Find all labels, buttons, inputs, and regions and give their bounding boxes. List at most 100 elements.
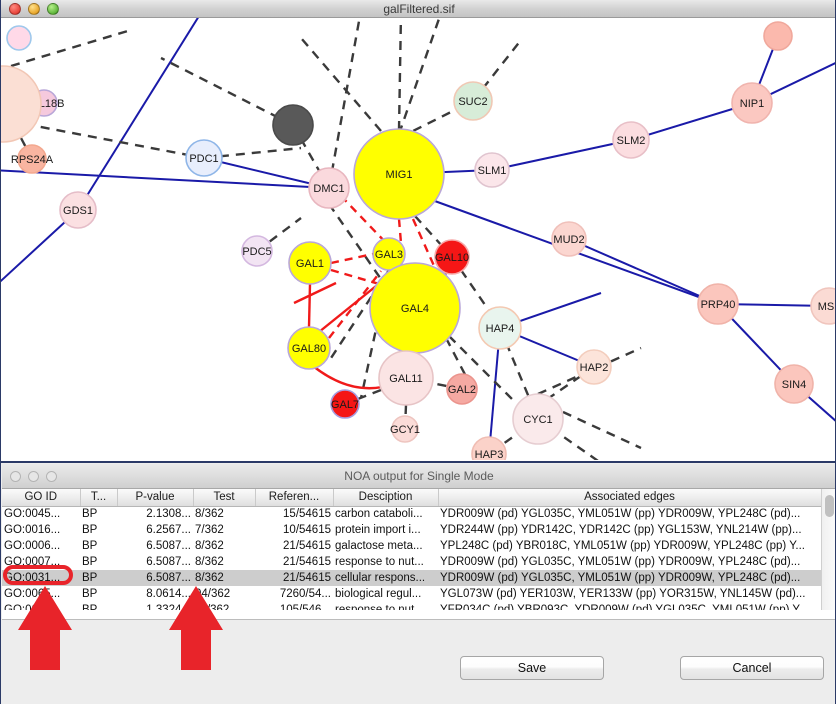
table-row[interactable]: GO:0031... BP 6.5087... 8/362 21/54615 cellul… — [2, 570, 821, 586]
edge-pd — [291, 124, 331, 189]
graph-node-gal11[interactable]: GAL11 — [378, 350, 434, 406]
node-circle[interactable] — [697, 283, 739, 325]
graph-node-gal80[interactable]: GAL80 — [287, 326, 331, 370]
edge-highlight-dashed — [330, 268, 394, 290]
graph-node-gal2[interactable]: GAL2 — [446, 373, 478, 405]
column-header-reference[interactable]: Referen... — [255, 489, 334, 507]
column-header-type[interactable]: T... — [80, 489, 118, 507]
noa-window-controls — [10, 471, 57, 482]
edge-pp — [203, 157, 330, 189]
table-row[interactable]: GO:0006... BP 6.5087... 8/362 21/54615 galact… — [2, 538, 821, 554]
cell-test: 8/362 — [195, 508, 224, 521]
graph-node-suc2[interactable]: SUC2 — [453, 81, 493, 121]
node-circle[interactable] — [287, 326, 331, 370]
node-circle[interactable] — [308, 167, 350, 209]
graph-node-dmc1[interactable]: DMC1 — [308, 167, 350, 209]
graph-node-topleft[interactable] — [6, 25, 32, 51]
graph-node-cyc1[interactable]: CYC1 — [512, 393, 564, 445]
graph-node-sin4[interactable]: SIN4 — [774, 364, 814, 404]
graph-node-nip1[interactable]: NIP1 — [731, 82, 773, 124]
graph-node-gal3[interactable]: GAL3 — [372, 237, 406, 271]
cell-go-id: GO:0045... — [4, 508, 61, 521]
graph-node-topr[interactable] — [763, 21, 793, 51]
graph-node-gcy1[interactable]: GCY1 — [390, 415, 420, 443]
node-circle[interactable] — [471, 436, 507, 460]
column-header-test[interactable]: Test — [193, 489, 256, 507]
node-circle[interactable] — [446, 373, 478, 405]
node-circle[interactable] — [288, 241, 332, 285]
graph-node-msl5[interactable]: MSL — [810, 287, 835, 325]
node-circle[interactable] — [272, 104, 314, 146]
cell-associated-edges: YDR009W (pd) YGL035C, YML051W (pp) YDR00… — [438, 570, 821, 586]
table-row[interactable]: GO:0007... BP 6.5087... 8/362 21/54615 respon… — [2, 554, 821, 570]
graph-node-prp40[interactable]: PRP40 — [697, 283, 739, 325]
graph-node-pdc1[interactable]: PDC1 — [185, 139, 223, 177]
graph-node-dark[interactable] — [272, 104, 314, 146]
node-circle[interactable] — [17, 144, 47, 174]
graph-node-hap3[interactable]: HAP3 — [471, 436, 507, 460]
node-circle[interactable] — [576, 349, 612, 385]
scrollbar-thumb[interactable] — [825, 495, 834, 517]
graph-node-hap4[interactable]: HAP4 — [478, 306, 522, 350]
column-header-description[interactable]: Desciption — [333, 489, 439, 507]
main-window-titlebar: galFiltered.sif — [1, 0, 835, 18]
graph-node-bigpink[interactable] — [1, 65, 42, 143]
table-row[interactable]: GO:0031... BP 1.3324... 11/362 105/546... res… — [2, 602, 821, 610]
node-circle[interactable] — [453, 81, 493, 121]
graph-node-slm1[interactable]: SLM1 — [474, 152, 510, 188]
node-circle[interactable] — [810, 287, 835, 325]
node-circle[interactable] — [241, 235, 273, 267]
node-circle[interactable] — [512, 393, 564, 445]
node-circle[interactable] — [551, 221, 587, 257]
node-circle[interactable] — [185, 139, 223, 177]
cell-test: 8/362 — [195, 540, 224, 552]
node-circle[interactable] — [474, 152, 510, 188]
cancel-button[interactable]: Cancel — [680, 656, 824, 680]
graph-node-pdc5[interactable]: PDC5 — [241, 235, 273, 267]
node-circle[interactable] — [774, 364, 814, 404]
column-header-associated-edges[interactable]: Associated edges — [438, 489, 821, 507]
graph-node-mig1[interactable]: MIG1 — [353, 128, 445, 220]
noa-results-table-area[interactable]: GO ID T... P-value Test Referen... Desci… — [2, 489, 821, 610]
noa-minimize-button[interactable] — [28, 471, 39, 482]
close-button[interactable] — [9, 2, 21, 15]
node-circle[interactable] — [6, 25, 32, 51]
node-circle[interactable] — [59, 191, 97, 229]
graph-node-gds1[interactable]: GDS1 — [59, 191, 97, 229]
table-row[interactable]: GO:0045... BP 2.1308... 8/362 15/54615 carbon… — [2, 506, 821, 522]
table-header-row: GO ID T... P-value Test Referen... Desci… — [2, 489, 821, 507]
table-row[interactable]: GO:0016... BP 6.2567... 7/362 10/54615 protei… — [2, 522, 821, 538]
edge-pd — [537, 418, 599, 460]
column-header-go-id[interactable]: GO ID — [2, 489, 81, 507]
node-label: SUC2 — [458, 96, 487, 108]
table-row[interactable]: GO:0065... BP 8.0614... 94/362 7260/54... bio… — [2, 586, 821, 602]
node-circle[interactable] — [353, 128, 445, 220]
graph-node-rps24a[interactable]: RPS24A — [11, 144, 54, 174]
zoom-button[interactable] — [47, 2, 59, 15]
node-circle[interactable] — [612, 121, 650, 159]
minimize-button[interactable] — [28, 2, 40, 15]
node-circle[interactable] — [763, 21, 793, 51]
node-circle[interactable] — [378, 350, 434, 406]
node-circle[interactable] — [372, 237, 406, 271]
noa-close-button[interactable] — [10, 471, 21, 482]
graph-node-gal10[interactable]: GAL10 — [434, 239, 470, 275]
graph-node-gal1[interactable]: GAL1 — [288, 241, 332, 285]
network-graph-canvas[interactable]: RPL18B RPS24A GDS1 PDC1 PDC5 DMC1 SUC2 MIG1 SLM1… — [1, 18, 835, 460]
graph-node-mud2[interactable]: MUD2 — [551, 221, 587, 257]
graph-node-slm2[interactable]: SLM2 — [612, 121, 650, 159]
node-circle[interactable] — [1, 65, 42, 143]
noa-zoom-button[interactable] — [46, 471, 57, 482]
save-button[interactable]: Save — [460, 656, 604, 680]
node-circle[interactable] — [731, 82, 773, 124]
node-circle[interactable] — [330, 389, 360, 419]
graph-node-hap2[interactable]: HAP2 — [576, 349, 612, 385]
table-vertical-scrollbar[interactable] — [821, 489, 835, 610]
node-circle[interactable] — [391, 415, 419, 443]
node-circle[interactable] — [478, 306, 522, 350]
graph-node-gal7[interactable]: GAL7 — [330, 389, 360, 419]
column-header-p-value[interactable]: P-value — [117, 489, 194, 507]
graph-node-gal4[interactable]: GAL4 — [369, 262, 461, 354]
node-circle[interactable] — [434, 239, 470, 275]
